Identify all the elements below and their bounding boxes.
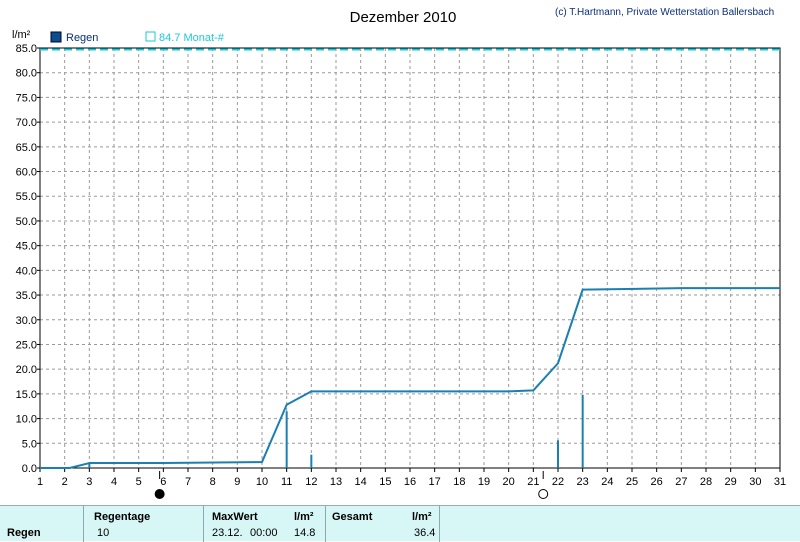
x-tick-label: 26 [651,476,663,488]
x-tick-label: 24 [601,476,613,488]
y-tick-label: 20.0 [16,364,37,376]
stats-table: Regen Regentage 10 MaxWert l/m² 23.12. 0… [0,505,800,542]
y-tick-label: 50.0 [16,216,37,228]
gesamt-label: Gesamt [332,511,373,523]
legend-average-swatch [145,31,156,42]
x-tick-label: 15 [379,476,391,488]
x-tick-label: 29 [725,476,737,488]
x-tick-label: 21 [527,476,539,488]
maxwert-value: 14.8 [294,527,316,539]
stats-row-label-cell: Regen [0,506,84,542]
x-tick-label: 8 [210,476,216,488]
y-tick-label: 10.0 [16,414,37,426]
x-tick-label: 17 [429,476,441,488]
regentage-value: 10 [97,527,110,539]
legend-rain-swatch [50,31,62,43]
full-moon-icon [538,489,549,499]
regentage-label: Regentage [94,511,151,523]
x-tick-label: 7 [185,476,191,488]
maxwert-label: MaxWert [212,511,258,523]
y-axis-ticks: 0.0 5.0 10.0 15.0 20.0 25.0 30.0 35.0 40.0 45.0 50… [16,43,40,475]
y-tick-label: 5.0 [22,438,37,450]
y-tick-label: 0.0 [22,463,37,475]
y-tick-label: 75.0 [16,92,37,104]
y-tick-label: 35.0 [16,290,37,302]
maxwert-date: 23.12. [212,527,243,539]
x-tick-label: 16 [404,476,416,488]
x-tick-label: 25 [626,476,638,488]
y-tick-label: 80.0 [16,68,37,80]
x-tick-label: 12 [305,476,317,488]
x-tick-label: 27 [675,476,687,488]
y-tick-label: 45.0 [16,241,37,253]
x-tick-label: 20 [503,476,515,488]
gesamt-value: 36.4 [414,527,436,539]
x-tick-label: 18 [453,476,465,488]
gesamt-unit: l/m² [412,511,432,523]
x-tick-label: 28 [700,476,712,488]
y-tick-label: 85.0 [16,43,37,55]
x-tick-label: 31 [774,476,786,488]
new-moon-icon [154,489,165,499]
y-tick-label: 65.0 [16,142,37,154]
x-tick-label: 13 [330,476,342,488]
x-tick-label: 22 [552,476,564,488]
legend-rain-label: Regen [66,32,98,44]
x-tick-label: 10 [256,476,268,488]
y-tick-label: 30.0 [16,315,37,327]
chart-title: Dezember 2010 [350,9,457,26]
copyright-label: (c) T.Hartmann, Private Wetterstation Ba… [555,7,774,18]
stats-regentage-cell: Regentage 10 [84,506,204,542]
x-tick-label: 14 [355,476,367,488]
x-tick-label: 11 [281,476,292,488]
x-axis-ticks: 1 2 3 4 5 6 7 8 9 10 11 12 13 14 15 16 17 18 19 20 21 22 23 24 2… [37,468,786,488]
maxwert-time: 00:00 [250,527,278,539]
x-tick-label: 1 [37,476,43,488]
cumulative-rain-series [40,287,780,469]
legend-average-label: 84.7 Monat-# [159,32,225,44]
y-tick-label: 55.0 [16,191,37,203]
moon-phase-markers [154,471,549,499]
x-tick-label: 4 [111,476,117,488]
grid-lines [40,47,780,468]
x-tick-label: 5 [136,476,142,488]
x-tick-label: 9 [234,476,240,488]
y-tick-label: 70.0 [16,117,37,129]
x-tick-label: 2 [62,476,68,488]
maxwert-unit: l/m² [294,511,314,523]
stats-row-label: Regen [7,527,41,539]
y-axis-label: l/m² [12,29,31,41]
y-tick-label: 40.0 [16,265,37,277]
daily-rain-bars [68,394,584,468]
y-tick-label: 25.0 [16,339,37,351]
rain-chart: Dezember 2010 (c) T.Hartmann, Private We… [12,7,786,499]
x-tick-label: 6 [160,476,166,488]
stats-maxwert-cell: MaxWert l/m² 23.12. 00:00 14.8 [204,506,326,542]
y-tick-label: 60.0 [16,167,37,179]
x-tick-label: 3 [86,476,92,488]
x-tick-label: 23 [577,476,589,488]
stats-gesamt-cell: Gesamt l/m² 36.4 [326,506,440,542]
x-tick-label: 19 [478,476,490,488]
cumulative-rain-line [40,287,780,469]
x-tick-label: 30 [749,476,761,488]
y-tick-label: 15.0 [16,389,37,401]
